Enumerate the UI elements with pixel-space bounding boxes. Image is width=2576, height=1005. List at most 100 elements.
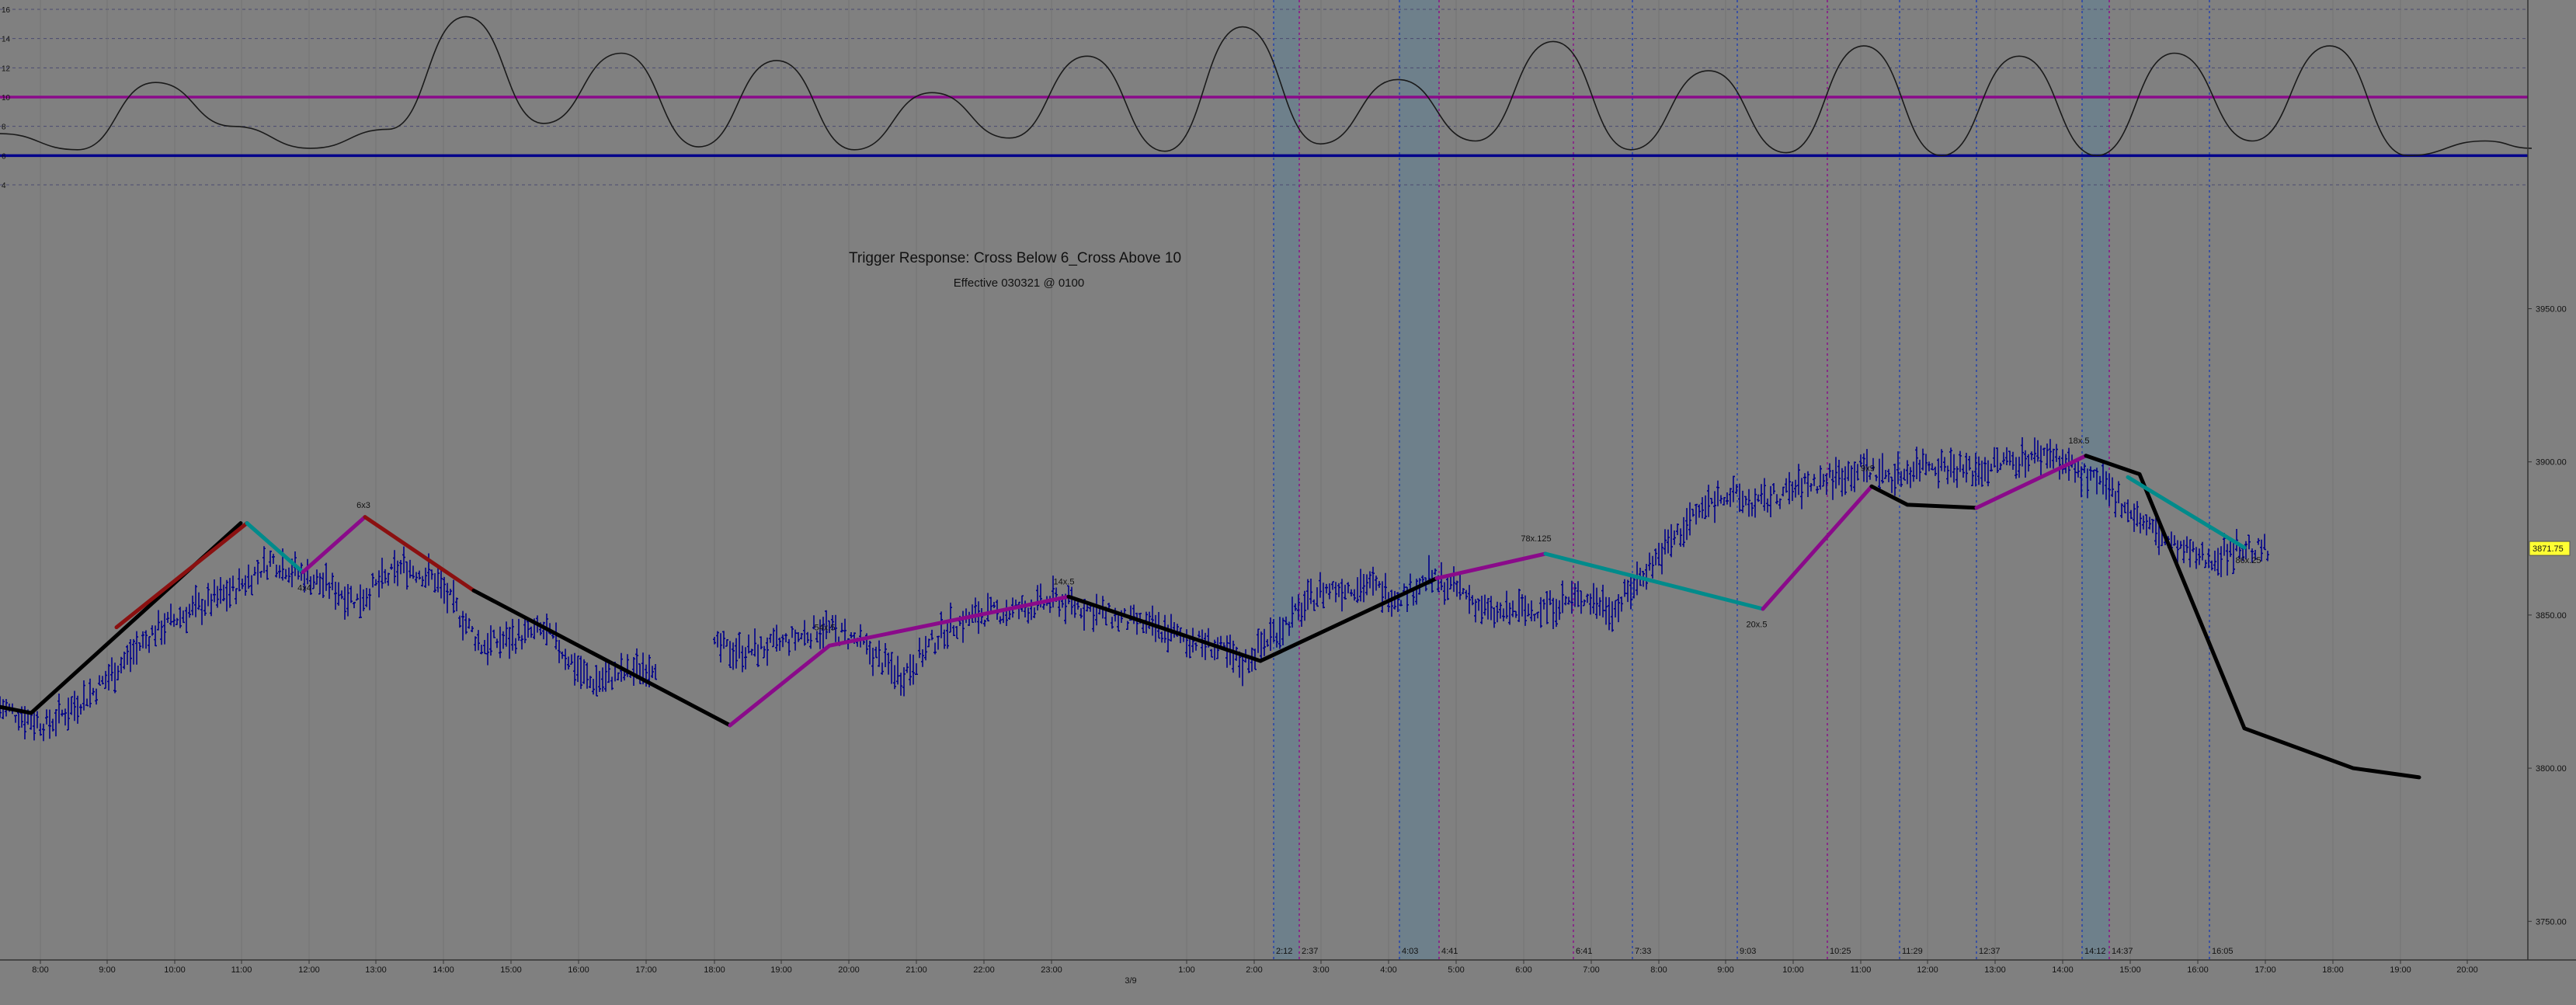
oscillator-tick-label: 4 [2,182,6,190]
x-tick-label: 12:00 [1917,965,1938,975]
x-tick-label: 8:00 [1650,965,1667,975]
time-marker-label: 16:05 [2212,947,2234,956]
x-tick-label: 19:00 [2390,965,2411,975]
x-tick-label: 11:00 [231,965,252,975]
x-tick-label: 11:00 [1851,965,1872,975]
x-tick-label: 17:00 [2254,965,2276,975]
oscillator-tick-label: 16 [2,6,11,15]
x-tick-label: 6:00 [1515,965,1531,975]
x-tick-label: 9:00 [99,965,115,975]
x-tick-label: 21:00 [906,965,927,975]
zigzag-segment [2084,454,2421,780]
y-tick-label: 3950.00 [2536,304,2567,314]
x-tick-label: 2:00 [1246,965,1262,975]
zigzag-segment [0,521,243,715]
time-marker-label: 6:41 [1576,947,1592,956]
zigzag-segment [363,515,476,593]
time-marker-label: 7:33 [1635,947,1651,956]
oscillator-panel: 16 14 12 10 8 6 4 [0,6,2533,190]
zigzag-segment [1434,551,1548,581]
x-tick-label: 19:00 [770,965,792,975]
zigzag-label: 14x.5 [1054,577,1075,586]
zigzag-label: 86x.25 [2235,556,2261,565]
price-axis-area [2528,0,2576,1005]
x-tick-label: 7:00 [1583,965,1599,975]
oscillator-tick-label: 6 [2,152,6,161]
y-tick-label: 3800.00 [2536,764,2567,774]
x-tick-label: 18:00 [2322,965,2344,975]
zigzag-label: 9x9 [1861,464,1875,474]
time-marker-label: 2:37 [1302,947,1318,956]
x-tick-label: 4:00 [1380,965,1396,975]
shaded-zones [1274,0,2109,960]
zigzag-labels: 6x3 4x4 54x.5 14x.5 78x.125 20x.5 9x9 18x.5 86x.… [297,436,2261,633]
zigzag-label: 78x.125 [1521,534,1551,544]
oscillator-tick-label: 10 [2,94,11,103]
time-marker-label: 14:12 [2084,947,2106,956]
x-tick-label: 20:00 [2456,965,2478,975]
last-price-label: 3871.75 [2533,544,2564,554]
x-tick-label: 10:00 [1782,965,1804,975]
shaded-zone [2082,0,2109,960]
time-marker-label: 11:29 [1902,947,1923,956]
x-date-label: 3/9 [1125,976,1136,986]
oscillator-line [0,16,2533,157]
x-tick-label: 5:00 [1448,965,1464,975]
x-tick-label: 3:00 [1312,965,1329,975]
oscillator-tick-label: 14 [2,36,11,44]
zigzag-segment [2126,475,2247,550]
time-markers: 2:12 2:37 4:03 4:41 6:41 7:33 9:03 10:25 11:29 12… [1273,0,2234,960]
time-marker-label: 12:37 [1979,947,2001,956]
shaded-zone [1399,0,1439,960]
x-tick-label: 23:00 [1041,965,1062,975]
x-tick-label: 22:00 [973,965,995,975]
time-marker-label: 4:41 [1441,947,1458,956]
zigzag-label: 6x3 [356,501,370,510]
zigzag-segment [245,521,305,575]
y-tick-label: 3850.00 [2536,611,2567,621]
y-tick-label: 3750.00 [2536,917,2567,927]
x-tick-label: 9:00 [1717,965,1733,975]
zigzag-label: 18x.5 [2069,436,2090,446]
x-tick-label: 14:00 [433,965,454,975]
x-tick-label: 10:00 [164,965,186,975]
zigzag-segment [728,594,1071,728]
x-tick-label: 16:00 [568,965,589,975]
time-marker-label: 14:37 [2112,947,2133,956]
x-tick-label: 8:00 [32,965,48,975]
zigzag-segment [1066,594,1263,663]
x-tick-label: 17:00 [635,965,657,975]
oscillator-tick-label: 8 [2,123,6,132]
time-marker-label: 10:25 [1830,947,1851,956]
zigzag-label: 54x.5 [815,624,836,633]
oscillator-tick-label: 12 [2,64,11,73]
zigzag-segment [1543,551,1765,611]
zigzag-segment [114,521,249,630]
zigzag-segment [301,515,367,575]
x-tick-label: 15:00 [500,965,522,975]
y-tick-label: 3900.00 [2536,458,2567,468]
zigzag-segment [1974,454,2088,510]
zigzag-segment [471,588,732,728]
zigzag-segment [1869,484,1979,510]
zigzag-label: 4x4 [297,583,311,593]
shaded-zone [1274,0,1299,960]
price-series [0,436,2269,742]
x-tick-label: 13:00 [1984,965,2006,975]
zigzag-segment [1258,576,1439,663]
x-tick-label: 15:00 [2119,965,2141,975]
last-price-badge [2529,541,2571,556]
x-tick-label: 12:00 [298,965,320,975]
time-marker-label: 4:03 [1402,947,1418,956]
x-tick-label: 13:00 [365,965,387,975]
time-marker-label: 9:03 [1740,947,1756,956]
x-tick-label: 20:00 [838,965,860,975]
zigzag-segment [1761,484,1874,611]
chart-title: Trigger Response: Cross Below 6_Cross Ab… [849,250,1181,266]
chart-subtitle: Effective 030321 @ 0100 [954,276,1084,290]
time-marker-label: 2:12 [1276,947,1292,956]
x-tick-label: 18:00 [704,965,725,975]
